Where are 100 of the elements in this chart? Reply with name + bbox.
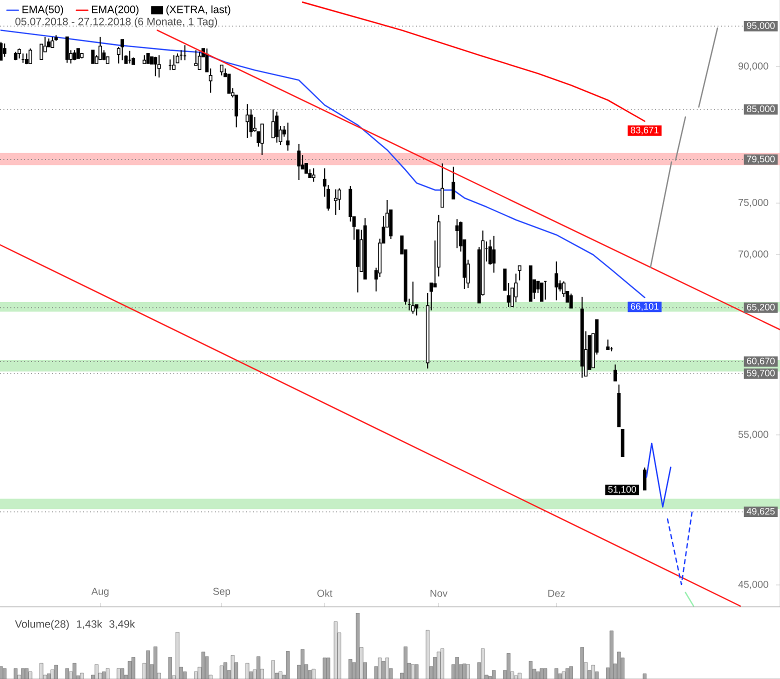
bar [120,668,124,679]
candlestick [540,282,544,302]
bar [278,672,282,679]
bar [24,668,29,679]
y-tick-label: 75,000 [738,198,768,208]
ref-line-label: 65,200 [747,304,775,312]
bar [440,648,444,679]
candlestick [455,218,459,249]
ref-line-label: 85,000 [746,106,775,114]
annotation: 1,43k [76,620,102,630]
candlestick [120,39,124,61]
y-tick-label: 45,000 [738,580,768,590]
data-label: 66,101 [630,303,658,311]
y-tick-label: 70,000 [738,250,768,259]
candlestick [411,281,415,314]
bar [514,676,518,679]
candlestick [260,124,264,156]
bar [492,670,496,679]
bar [300,649,304,679]
bar [562,672,566,679]
legend-label: (XETRA, last) [166,5,230,16]
x-tick-label: Sep [213,588,230,597]
candlestick [65,36,69,64]
candlestick [614,364,617,382]
candlestick [194,50,198,66]
candlestick [492,235,496,274]
bar [230,655,235,679]
bar [566,668,570,679]
bar [322,658,326,679]
candlestick [28,48,32,64]
bar [411,664,415,679]
candlestick [0,41,3,61]
data-label: 83,671 [630,126,658,134]
bar [80,672,84,679]
annotation: 51,100 [608,486,636,494]
candlestick [220,64,224,76]
bar [154,646,158,679]
bar [426,630,430,679]
candlestick [50,36,54,48]
bar [21,668,25,679]
text: 05.07.2018 - 27.12.2018 (6 Monate, 1 Tag) [15,17,218,28]
bar [591,664,596,679]
bar [348,659,352,679]
line-series [302,2,646,122]
bar [286,651,290,679]
candlestick [271,108,275,138]
bar [2,668,6,679]
candlestick [154,56,158,77]
candlestick [606,339,610,350]
ref-line-label: 49,625 [746,508,775,516]
candlestick [452,166,456,200]
candlestick [554,260,558,301]
candlestick [76,48,80,59]
candlestick [2,42,6,58]
candlestick [246,104,250,139]
ref-line-label: 60,670 [747,358,775,366]
candlestick [18,48,22,59]
bar [378,658,382,679]
bar [54,664,58,679]
legend-label: EMA(50) [22,5,64,16]
candlestick [157,54,161,78]
x-tick-label: Nov [430,590,448,597]
candlestick [91,50,95,64]
ref-line-label: 95,000 [746,22,775,30]
candlestick [518,265,522,281]
bar [65,668,69,679]
candlestick [514,273,518,303]
candlestick [297,143,301,181]
legend-label: EMA(200) [92,5,138,16]
bar [220,666,224,679]
candlestick [334,188,338,216]
annotation: 3,49k [109,620,136,630]
candlestick [275,111,279,144]
bar [40,662,44,679]
bar [404,646,408,679]
bar [94,664,98,679]
bar [334,621,338,679]
bar [580,647,584,679]
candlestick [146,53,150,64]
text: Volume(28) [14,620,69,630]
candlestick [569,293,573,309]
bar [46,674,51,679]
candlestick [172,54,176,70]
bar [543,668,548,679]
candlestick [198,51,202,70]
candlestick [286,122,290,152]
candlestick [440,162,444,208]
candlestick [253,116,256,132]
candlestick [227,74,231,94]
candlestick [642,467,646,490]
x-tick-label: Aug [91,588,108,597]
candlestick [312,168,316,182]
bar [246,662,250,679]
bar [106,668,110,679]
bar [256,656,260,679]
bar [610,630,614,679]
y-tick-label: 90,000 [738,62,768,71]
y-tick-label: 55,000 [738,430,768,440]
candlestick [98,36,102,60]
bar [271,660,275,679]
